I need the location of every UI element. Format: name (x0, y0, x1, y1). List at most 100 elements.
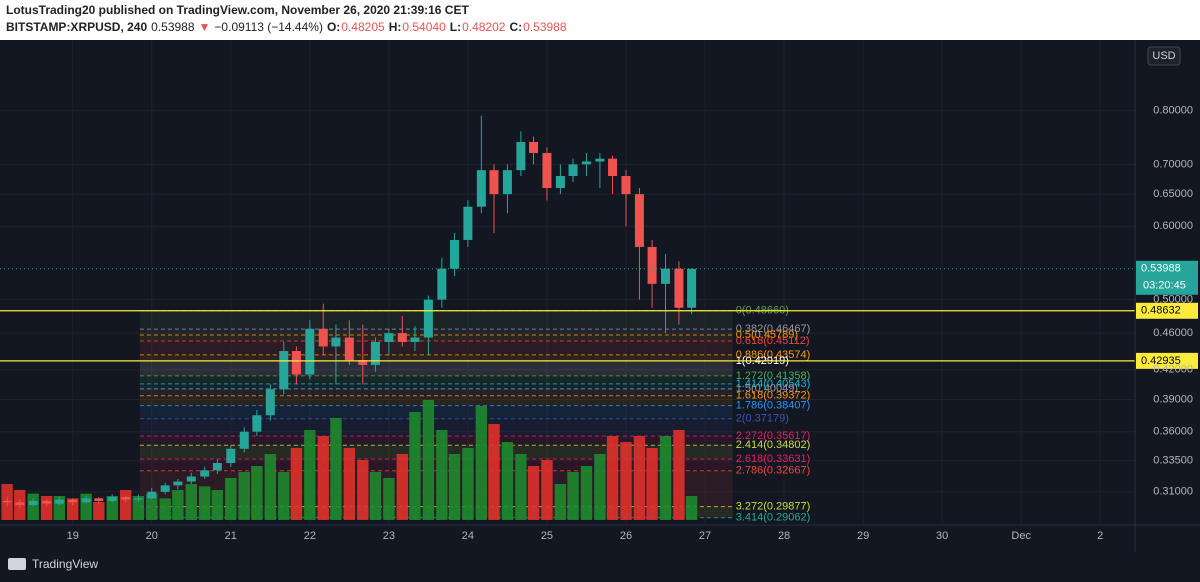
candle-body (674, 268, 684, 308)
volume-bar (501, 442, 514, 520)
volume-bar (146, 493, 158, 520)
candle-body (489, 170, 499, 195)
volume-bar (317, 436, 329, 520)
candle-body (212, 463, 222, 471)
volume-bar (159, 498, 171, 520)
ohlc-header: BITSTAMP:XRPUSD, 240 0.53988 ▼ −0.09113 (−1… (6, 20, 567, 34)
candle-body (81, 498, 91, 503)
volume-bar (448, 454, 461, 520)
volume-bar (53, 496, 65, 520)
volume-bar (304, 430, 316, 520)
y-tick-label: 0.39000 (1153, 393, 1193, 405)
fib-label: 0.5(0.45789) (736, 329, 798, 341)
fib-label: 2.786(0.32667) (736, 465, 811, 477)
y-tick-label: 0.31000 (1153, 486, 1193, 498)
header-text: ▼ (199, 20, 211, 34)
volume-bar (67, 498, 79, 520)
candle-body (634, 194, 644, 247)
candle-body (305, 328, 315, 375)
y-tick-label: 0.46000 (1153, 327, 1193, 339)
x-tick-label: 25 (541, 530, 553, 542)
candle-body (502, 170, 512, 195)
last-price-label: 0.53988 (1141, 263, 1181, 275)
candle-body (173, 481, 183, 486)
fib-label: 2.414(0.34802) (736, 439, 811, 451)
candle-body (28, 500, 38, 505)
candle-body (344, 337, 354, 361)
volume-bar (290, 448, 303, 520)
x-tick-label: 23 (383, 530, 395, 542)
fib-label: 0.886(0.43574) (736, 349, 811, 361)
volume-bar (620, 442, 632, 520)
currency[interactable]: USD (1152, 50, 1175, 62)
x-tick-label: 24 (462, 530, 474, 542)
volume-bar (330, 418, 342, 520)
volume-bar (409, 412, 421, 520)
volume-bar (199, 486, 211, 520)
candle-body (568, 164, 578, 177)
volume-bar (673, 430, 685, 520)
volume-bar (659, 436, 672, 520)
volume-bar (515, 454, 527, 520)
countdown: 03:20:45 (1143, 280, 1186, 292)
header-text: 0.48205 (341, 20, 385, 34)
fib-label: 0.382(0.46467) (736, 323, 811, 335)
candle-body (42, 500, 52, 504)
currency-button[interactable] (1147, 46, 1181, 66)
fib-label: 3.414(0.29062) (736, 512, 811, 524)
candle-body (133, 498, 143, 500)
header-text: 0.54040 (402, 20, 446, 34)
brand-logo (8, 558, 26, 570)
y-tick-label: 0.60000 (1153, 220, 1193, 232)
candle-body (423, 299, 433, 338)
fib-band (139, 361, 733, 376)
candle-body (687, 268, 697, 308)
header-text: O: (327, 20, 340, 34)
fib-band (139, 395, 733, 406)
x-tick-label: 30 (936, 530, 948, 542)
fib-label: 1.786(0.38407) (736, 400, 811, 412)
candle-body (516, 142, 526, 171)
candle-body (476, 170, 486, 207)
volume-bar (238, 472, 250, 520)
x-tick-label: 29 (857, 530, 869, 542)
header-text: −0.09113 (−14.44%) (214, 20, 323, 34)
fib-band (139, 418, 733, 436)
candle-body (595, 158, 605, 162)
axis-price-tag (1136, 302, 1198, 319)
volume-bar (527, 466, 540, 520)
x-tick-label: 19 (67, 530, 79, 542)
candle-body (94, 498, 104, 501)
last-price-tag (1136, 260, 1198, 295)
candle-body (226, 448, 236, 464)
candle-body (647, 246, 657, 284)
volume-bar (264, 454, 277, 520)
fib-label: 0.618(0.45112) (736, 335, 810, 347)
fib-label: 1.618(0.39372) (736, 390, 811, 402)
volume-bar (567, 472, 579, 520)
fib-label: 1.414(0.40543) (736, 378, 811, 390)
axis-price-label: 0.48632 (1141, 305, 1181, 317)
volume-bar (475, 406, 488, 520)
fib-label: 1.5(0.40049) (736, 383, 798, 395)
fib-label: 3.272(0.29877) (736, 501, 811, 513)
volume-bar (606, 436, 619, 520)
candle-body (265, 389, 275, 416)
fib-band (139, 375, 733, 384)
volume-bar (541, 460, 553, 520)
volume-bar (633, 436, 646, 520)
volume-bar (369, 472, 382, 520)
y-tick-label: 0.36000 (1153, 426, 1193, 438)
candle-body (15, 502, 25, 505)
header-text: 0.53988 (151, 20, 195, 34)
fib-band (139, 329, 733, 335)
x-tick-label: 20 (146, 530, 158, 542)
volume-bar (488, 424, 500, 520)
candle-body (318, 328, 328, 347)
header-bg (0, 0, 1200, 40)
volume-bar (685, 496, 698, 520)
candle-body (121, 497, 131, 500)
volume-bar (132, 496, 145, 520)
candle-body (437, 268, 447, 300)
